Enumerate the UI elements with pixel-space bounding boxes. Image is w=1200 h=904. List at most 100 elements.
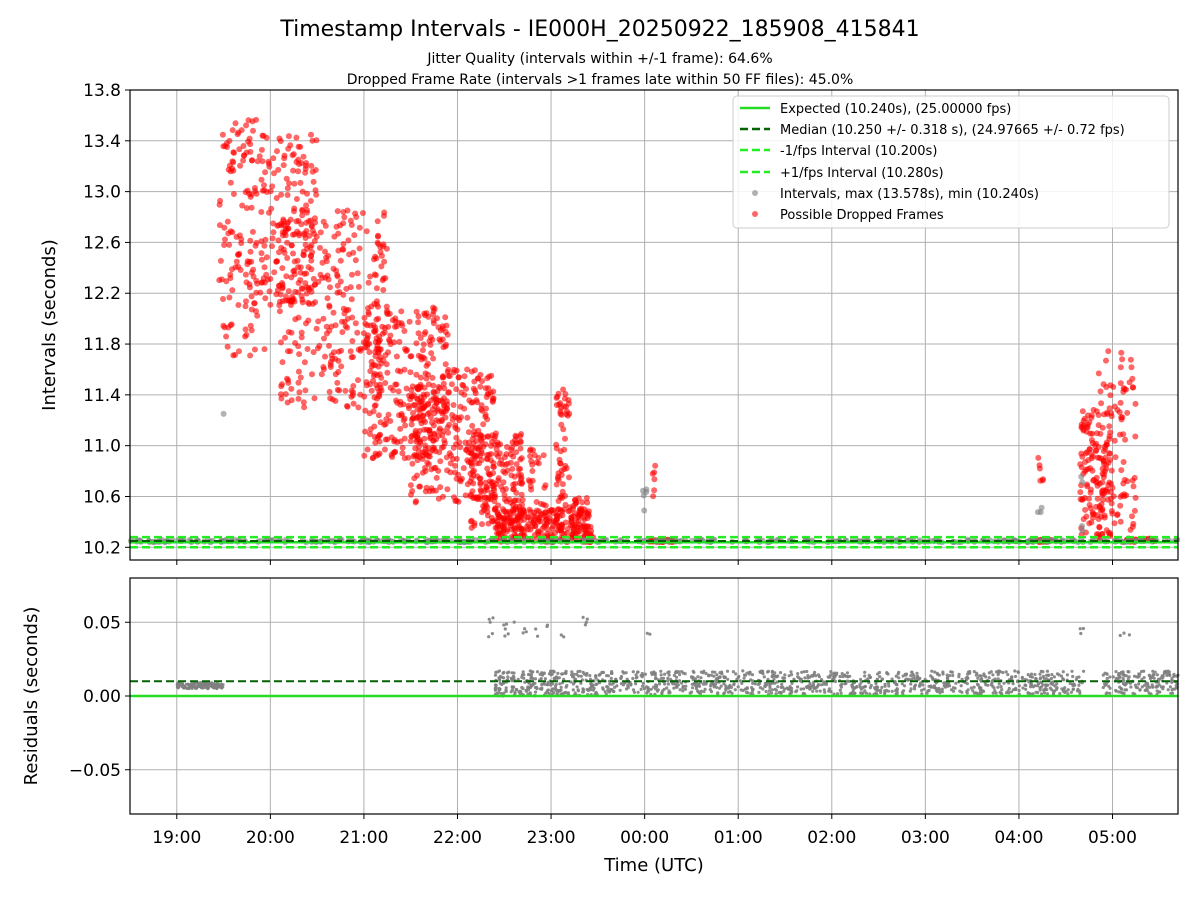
bottom-point-0-1-61 xyxy=(516,677,520,681)
top-point-0-2-251 xyxy=(320,364,327,370)
top-point-0-14-115 xyxy=(1086,520,1093,527)
bottom-point-0-6-1 xyxy=(1081,626,1085,631)
top-point-0-4-253 xyxy=(431,410,438,417)
top-point-0-5-121 xyxy=(465,449,472,456)
bottom-point-0-2-181 xyxy=(691,686,695,690)
bottom-point-0-1-143 xyxy=(556,690,560,694)
top-point-0-8-45 xyxy=(555,498,562,504)
top-point-0-0-137 xyxy=(227,168,234,175)
top-point-0-4-47 xyxy=(482,385,489,392)
bottom-point-0-2-659 xyxy=(678,688,682,692)
top-point-0-4-115 xyxy=(408,416,415,423)
top-point-0-3-107 xyxy=(415,330,422,337)
bottom-point-0-2-688 xyxy=(1068,681,1072,686)
top-point-0-0-107 xyxy=(234,131,241,138)
bottom-point-0-1-209 xyxy=(529,673,534,677)
top-point-0-1-149 xyxy=(296,161,302,167)
top-point-0-4-62 xyxy=(465,429,472,436)
bottom-point-0-2-649 xyxy=(921,683,925,687)
top-point-0-15-34 xyxy=(1101,468,1108,475)
bottom-point-0-2-715 xyxy=(629,682,633,686)
top-point-0-2-238 xyxy=(381,212,387,219)
bottom-point-0-4-15 xyxy=(585,617,589,621)
bottom-point-0-2-855 xyxy=(680,681,684,685)
top-point-0-2-189 xyxy=(375,232,381,239)
bottom-point-0-4-23 xyxy=(562,635,566,639)
bottom-point-0-2-737 xyxy=(774,688,779,692)
bottom-point-0-3-125 xyxy=(1124,688,1129,692)
top-point-0-3-131 xyxy=(385,323,392,330)
top-point-0-4-171 xyxy=(421,426,428,433)
bottom-point-0-2-410 xyxy=(631,670,635,674)
bottom-point-0-2-596 xyxy=(661,676,666,680)
bottom-point-0-2-381 xyxy=(654,676,658,680)
bottom-point-0-2-827 xyxy=(972,691,977,695)
bottom-point-0-2-440 xyxy=(940,690,945,694)
top-point-0-2-39 xyxy=(355,283,362,290)
top-point-0-1-154 xyxy=(267,188,274,195)
top-point-0-3-163 xyxy=(443,322,450,329)
bottom-point-0-0-107 xyxy=(198,682,202,686)
top-point-0-0-132 xyxy=(227,271,234,278)
bottom-point-0-2-792 xyxy=(1055,686,1059,690)
bottom-point-0-2-880 xyxy=(789,670,793,674)
bottom-point-0-2-141 xyxy=(618,688,622,692)
top-point-0-6-204 xyxy=(520,506,527,513)
top-point-0-2-278 xyxy=(290,268,297,275)
top-point-0-9-31 xyxy=(578,505,585,512)
bottom-point-0-3-91 xyxy=(1117,676,1121,680)
top-point-0-6-79 xyxy=(549,525,556,532)
bottom-point-0-2-748 xyxy=(773,681,777,685)
bottom-point-0-2-862 xyxy=(850,683,854,687)
top-point-0-4-93 xyxy=(410,410,416,416)
top-point-0-2-144 xyxy=(284,225,291,232)
bottom-point-0-2-652 xyxy=(799,687,803,691)
top-point-0-3-118 xyxy=(370,377,377,384)
bottom-point-0-1-258 xyxy=(493,683,498,687)
bottom-point-0-2-75 xyxy=(960,677,964,682)
top-point-0-5-178 xyxy=(507,459,514,466)
top-point-0-2-203 xyxy=(365,279,372,286)
bottom-point-0-1-257 xyxy=(512,685,516,689)
bottom-point-0-2-457 xyxy=(635,675,639,679)
bottom-point-0-3-135 xyxy=(1150,675,1154,679)
top-point-0-1-81 xyxy=(291,180,298,187)
top-point-0-4-12 xyxy=(447,460,454,467)
top-point-0-15-36 xyxy=(1095,370,1102,377)
top-point-0-5-159 xyxy=(502,461,509,468)
top-point-0-2-252 xyxy=(324,272,331,279)
bottom-point-0-2-857 xyxy=(723,675,727,679)
bottom-point-0-2-708 xyxy=(901,674,905,678)
bottom-point-0-2-182 xyxy=(1016,670,1020,674)
top-point-0-0-39 xyxy=(246,284,253,291)
top-point-0-4-45 xyxy=(444,486,451,493)
top-point-0-15-67 xyxy=(1117,502,1124,509)
top-point-0-7-27 xyxy=(528,517,534,524)
bottom-point-0-2-497 xyxy=(1002,681,1006,685)
bottom-point-0-3-100 xyxy=(1118,685,1122,689)
top-point-0-4-163 xyxy=(429,374,436,381)
top-point-0-3-140 xyxy=(400,417,407,424)
top-point-0-14-110 xyxy=(1087,505,1094,512)
top-point-0-0-66 xyxy=(247,322,254,329)
bottom-point-0-1-230 xyxy=(554,682,558,687)
bottom-point-0-2-870 xyxy=(601,670,606,675)
top-y-tick-label-9: 13.8 xyxy=(83,81,121,101)
bottom-point-0-0-100 xyxy=(210,684,214,688)
bottom-point-0-3-82 xyxy=(1151,669,1155,673)
top-point-0-1-128 xyxy=(266,163,273,170)
top-point-0-2-198 xyxy=(299,212,306,219)
bottom-point-0-2-895 xyxy=(675,685,679,689)
bottom-point-0-2-788 xyxy=(863,674,867,678)
bottom-point-0-2-781 xyxy=(785,686,789,690)
top-point-0-8-54 xyxy=(553,445,560,452)
bottom-point-0-2-873 xyxy=(917,684,922,688)
top-point-0-8-38 xyxy=(556,456,563,463)
bottom-point-0-7-0 xyxy=(1122,631,1126,635)
top-point-0-15-9 xyxy=(1112,454,1119,461)
bottom-point-0-2-817 xyxy=(800,670,804,674)
top-point-0-15-46 xyxy=(1132,433,1139,440)
bottom-point-0-2-520 xyxy=(631,676,635,681)
top-point-0-2-191 xyxy=(311,230,318,237)
bottom-point-0-2-573 xyxy=(757,690,761,695)
